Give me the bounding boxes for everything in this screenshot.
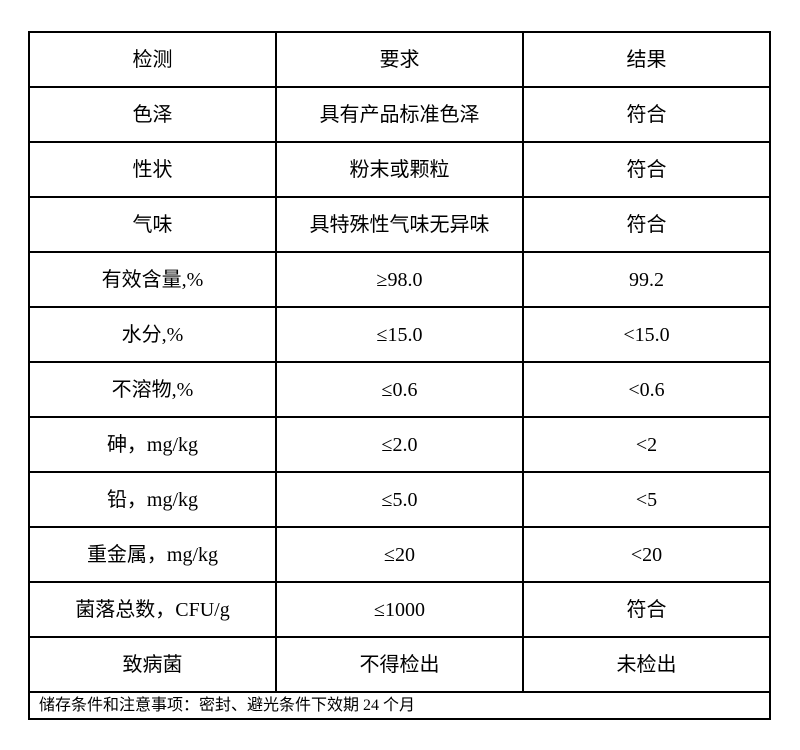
- cell-result: <0.6: [522, 361, 771, 418]
- cell-requirement: 具特殊性气味无异味: [275, 196, 524, 253]
- cell-result: <20: [522, 526, 771, 583]
- cell-item: 气味: [28, 196, 277, 253]
- cell-result: 符合: [522, 141, 771, 198]
- cell-requirement: ≤20: [275, 526, 524, 583]
- cell-result: 符合: [522, 196, 771, 253]
- cell-requirement: ≤5.0: [275, 471, 524, 528]
- header-cell-result: 结果: [522, 31, 771, 88]
- table-row: 水分,% ≤15.0 <15.0: [28, 306, 771, 363]
- cell-result: 未检出: [522, 636, 771, 693]
- cell-item: 砷，mg/kg: [28, 416, 277, 473]
- table-header-row: 检测 要求 结果: [28, 31, 771, 88]
- inspection-result-table: 检测 要求 结果 色泽 具有产品标准色泽 符合 性状 粉末或颗粒 符合 气味 具…: [28, 31, 771, 720]
- cell-item: 菌落总数，CFU/g: [28, 581, 277, 638]
- cell-result: <5: [522, 471, 771, 528]
- cell-item: 重金属，mg/kg: [28, 526, 277, 583]
- cell-requirement: ≤15.0: [275, 306, 524, 363]
- table-row: 气味 具特殊性气味无异味 符合: [28, 196, 771, 253]
- table-row: 致病菌 不得检出 未检出: [28, 636, 771, 693]
- cell-item: 不溶物,%: [28, 361, 277, 418]
- cell-result: 99.2: [522, 251, 771, 308]
- table-row: 重金属，mg/kg ≤20 <20: [28, 526, 771, 583]
- header-cell-test: 检测: [28, 31, 277, 88]
- cell-result: <2: [522, 416, 771, 473]
- cell-item: 致病菌: [28, 636, 277, 693]
- storage-note: 储存条件和注意事项：密封、避光条件下效期 24 个月: [28, 691, 771, 720]
- table-row: 砷，mg/kg ≤2.0 <2: [28, 416, 771, 473]
- cell-requirement: 具有产品标准色泽: [275, 86, 524, 143]
- cell-result: 符合: [522, 581, 771, 638]
- cell-item: 性状: [28, 141, 277, 198]
- cell-requirement: ≤1000: [275, 581, 524, 638]
- cell-requirement: ≥98.0: [275, 251, 524, 308]
- cell-requirement: 不得检出: [275, 636, 524, 693]
- table-row: 不溶物,% ≤0.6 <0.6: [28, 361, 771, 418]
- table-row: 性状 粉末或颗粒 符合: [28, 141, 771, 198]
- header-cell-requirement: 要求: [275, 31, 524, 88]
- table-row: 有效含量,% ≥98.0 99.2: [28, 251, 771, 308]
- cell-requirement: ≤2.0: [275, 416, 524, 473]
- table-row: 色泽 具有产品标准色泽 符合: [28, 86, 771, 143]
- cell-result: 符合: [522, 86, 771, 143]
- cell-item: 有效含量,%: [28, 251, 277, 308]
- table-footer-row: 储存条件和注意事项：密封、避光条件下效期 24 个月: [28, 691, 771, 720]
- cell-item: 铅，mg/kg: [28, 471, 277, 528]
- table-row: 铅，mg/kg ≤5.0 <5: [28, 471, 771, 528]
- cell-requirement: 粉末或颗粒: [275, 141, 524, 198]
- cell-item: 水分,%: [28, 306, 277, 363]
- table-row: 菌落总数，CFU/g ≤1000 符合: [28, 581, 771, 638]
- cell-item: 色泽: [28, 86, 277, 143]
- cell-result: <15.0: [522, 306, 771, 363]
- cell-requirement: ≤0.6: [275, 361, 524, 418]
